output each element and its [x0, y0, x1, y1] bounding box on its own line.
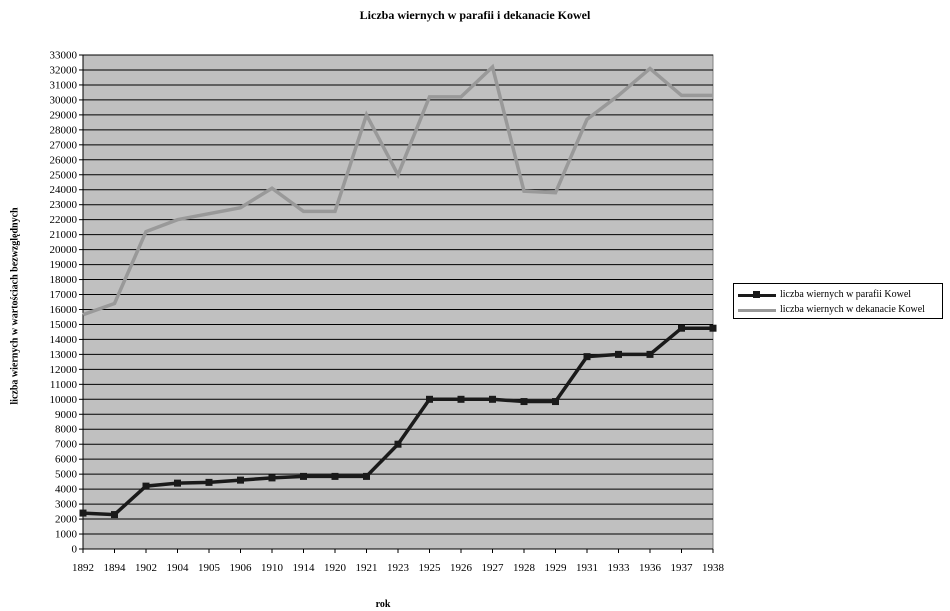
y-tick-label: 12000 — [50, 364, 78, 376]
y-tick-label: 1000 — [55, 529, 78, 541]
y-tick-label: 11000 — [50, 379, 78, 391]
x-tick-label: 1937 — [671, 562, 694, 574]
y-tick-label: 24000 — [50, 184, 78, 196]
data-point-parish — [237, 476, 244, 484]
data-point-parish — [300, 472, 307, 480]
data-point-parish — [709, 324, 717, 332]
y-tick-label: 3000 — [55, 499, 78, 511]
x-tick-label: 1906 — [230, 562, 253, 574]
legend-entry-deanery: liczba wiernych w dekanacie Kowel — [738, 302, 938, 317]
y-tick-label: 26000 — [50, 154, 78, 166]
y-tick-label: 32000 — [50, 64, 78, 76]
y-tick-label: 17000 — [50, 289, 78, 301]
y-tick-label: 28000 — [50, 124, 78, 136]
data-point-parish — [205, 478, 213, 486]
y-tick-label: 18000 — [50, 274, 78, 286]
x-tick-label: 1938 — [702, 562, 725, 574]
y-tick-label: 15000 — [50, 319, 78, 331]
x-tick-label: 1910 — [261, 562, 284, 574]
data-point-parish — [552, 398, 559, 406]
data-point-parish — [363, 472, 370, 480]
y-tick-label: 8000 — [55, 424, 78, 436]
y-tick-label: 21000 — [50, 229, 78, 241]
data-point-parish — [142, 482, 150, 490]
y-tick-label: 14000 — [50, 334, 78, 346]
x-axis-label: rok — [375, 599, 391, 610]
data-point-parish — [489, 395, 496, 403]
data-point-parish — [457, 395, 465, 403]
y-tick-label: 27000 — [50, 139, 78, 151]
legend-label-parish: liczba wiernych w parafii Kowel — [780, 289, 912, 300]
data-point-parish — [520, 398, 528, 406]
y-tick-label: 30000 — [50, 94, 78, 106]
x-tick-label: 1902 — [135, 562, 157, 574]
data-point-parish — [615, 350, 622, 358]
legend-swatch-deanery — [738, 305, 776, 315]
chart-title: Liczba wiernych w parafii i dekanacie Ko… — [359, 8, 591, 22]
data-point-parish — [111, 511, 118, 519]
legend-swatch-parish — [738, 290, 776, 300]
x-tick-label: 1892 — [72, 562, 94, 574]
x-tick-label: 1925 — [419, 562, 442, 574]
y-tick-label: 5000 — [55, 469, 78, 481]
data-point-parish — [426, 395, 433, 403]
y-tick-label: 7000 — [55, 439, 78, 451]
y-tick-label: 19000 — [50, 259, 78, 271]
y-tick-label: 0 — [72, 544, 78, 556]
y-tick-label: 23000 — [50, 199, 78, 211]
x-tick-label: 1928 — [513, 562, 536, 574]
data-point-parish — [268, 474, 276, 482]
x-tick-label: 1923 — [387, 562, 410, 574]
x-tick-label: 1904 — [167, 562, 190, 574]
y-tick-label: 2000 — [55, 514, 78, 526]
data-point-parish — [646, 350, 654, 358]
data-point-parish — [331, 472, 339, 480]
x-tick-label: 1933 — [608, 562, 631, 574]
legend-entry-parish: liczba wiernych w parafii Kowel — [738, 287, 938, 302]
x-tick-label: 1926 — [450, 562, 473, 574]
x-tick-label: 1914 — [293, 562, 316, 574]
data-point-parish — [678, 324, 685, 332]
x-tick-label: 1929 — [545, 562, 568, 574]
x-tick-label: 1927 — [482, 562, 505, 574]
y-tick-label: 16000 — [50, 304, 78, 316]
legend: liczba wiernych w parafii Kowel liczba w… — [733, 283, 943, 319]
y-tick-label: 20000 — [50, 244, 78, 256]
y-tick-label: 9000 — [55, 409, 78, 421]
y-tick-label: 10000 — [50, 394, 78, 406]
data-point-parish — [79, 509, 87, 517]
y-tick-label: 29000 — [50, 109, 78, 121]
y-axis-label: liczba wiernych w wartościach bezwzględn… — [9, 207, 21, 405]
y-tick-label: 33000 — [50, 50, 78, 62]
x-tick-label: 1921 — [356, 562, 378, 574]
x-tick-label: 1905 — [198, 562, 221, 574]
y-tick-label: 25000 — [50, 169, 78, 181]
plot-area — [82, 54, 714, 550]
y-tick-label: 22000 — [50, 214, 78, 226]
y-tick-label: 13000 — [50, 349, 78, 361]
x-tick-label: 1936 — [639, 562, 662, 574]
x-tick-label: 1894 — [104, 562, 127, 574]
x-tick-label: 1931 — [576, 562, 598, 574]
series-line-deanery — [82, 63, 713, 317]
data-point-parish — [583, 353, 591, 361]
y-tick-label: 31000 — [50, 79, 78, 91]
data-point-parish — [174, 479, 181, 487]
data-point-parish — [394, 440, 402, 448]
x-tick-label: 1920 — [324, 562, 347, 574]
y-tick-label: 6000 — [55, 454, 78, 466]
y-tick-label: 4000 — [55, 484, 78, 496]
legend-label-deanery: liczba wiernych w dekanacie Kowel — [780, 304, 925, 315]
